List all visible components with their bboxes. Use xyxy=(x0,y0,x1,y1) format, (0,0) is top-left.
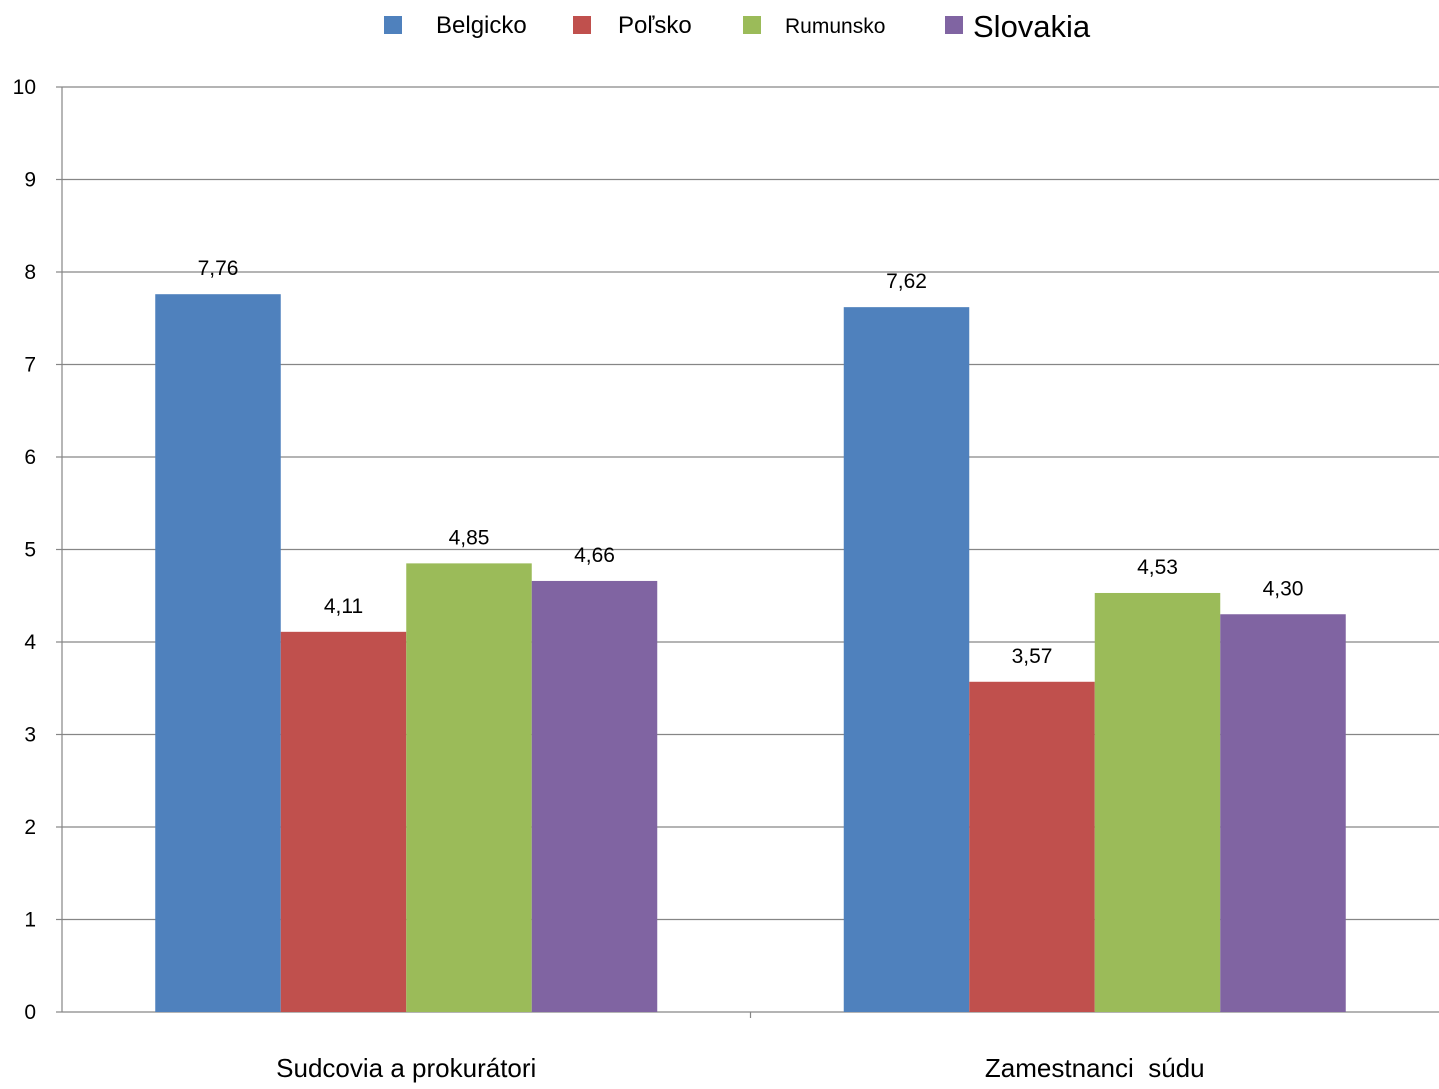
y-tick-label: 2 xyxy=(24,816,36,839)
bars xyxy=(155,294,1346,1012)
y-tick-label: 4 xyxy=(24,631,36,654)
legend-swatch xyxy=(945,16,963,34)
y-tick-label: 3 xyxy=(24,724,36,747)
bar xyxy=(532,581,658,1012)
y-tick-label: 9 xyxy=(24,169,36,192)
bar xyxy=(1095,593,1221,1012)
data-label: 4,53 xyxy=(1137,556,1178,579)
x-category-label: Zamestnanci súdu xyxy=(985,1053,1205,1083)
y-tick-label: 5 xyxy=(24,539,36,562)
legend-label: Slovakia xyxy=(973,9,1091,44)
legend: Belgicko Poľsko Rumunsko Slovakia xyxy=(384,9,1091,44)
data-label: 4,85 xyxy=(449,526,490,549)
x-category-label: Sudcovia a prokurátori xyxy=(276,1053,536,1083)
y-tick-label: 6 xyxy=(24,446,36,469)
y-tick-label: 8 xyxy=(24,261,36,284)
data-label: 7,62 xyxy=(886,270,927,293)
x-category-labels: Sudcovia a prokurátori Zamestnanci súdu xyxy=(276,1053,1204,1083)
bar xyxy=(1220,614,1346,1012)
data-label: 4,66 xyxy=(574,544,615,567)
data-label: 4,11 xyxy=(324,595,363,618)
y-tick-label: 7 xyxy=(24,354,36,377)
data-label: 7,76 xyxy=(198,257,239,280)
data-label: 4,30 xyxy=(1263,577,1304,600)
y-tick-labels: 0 1 2 3 4 5 6 7 8 9 10 xyxy=(13,76,37,1024)
bar xyxy=(969,682,1095,1012)
legend-swatch xyxy=(743,16,761,34)
legend-swatch xyxy=(573,16,591,34)
data-label: 3,57 xyxy=(1012,645,1053,668)
legend-label: Belgicko xyxy=(436,12,527,39)
bar xyxy=(281,632,407,1012)
y-tick-label: 1 xyxy=(24,909,36,932)
y-tick-label: 0 xyxy=(24,1001,36,1024)
y-tick-label: 10 xyxy=(13,76,36,99)
legend-swatch xyxy=(384,16,402,34)
legend-label: Poľsko xyxy=(618,12,692,39)
bar xyxy=(155,294,281,1012)
legend-label: Rumunsko xyxy=(785,15,885,38)
bar xyxy=(844,307,970,1012)
bar xyxy=(406,563,532,1012)
